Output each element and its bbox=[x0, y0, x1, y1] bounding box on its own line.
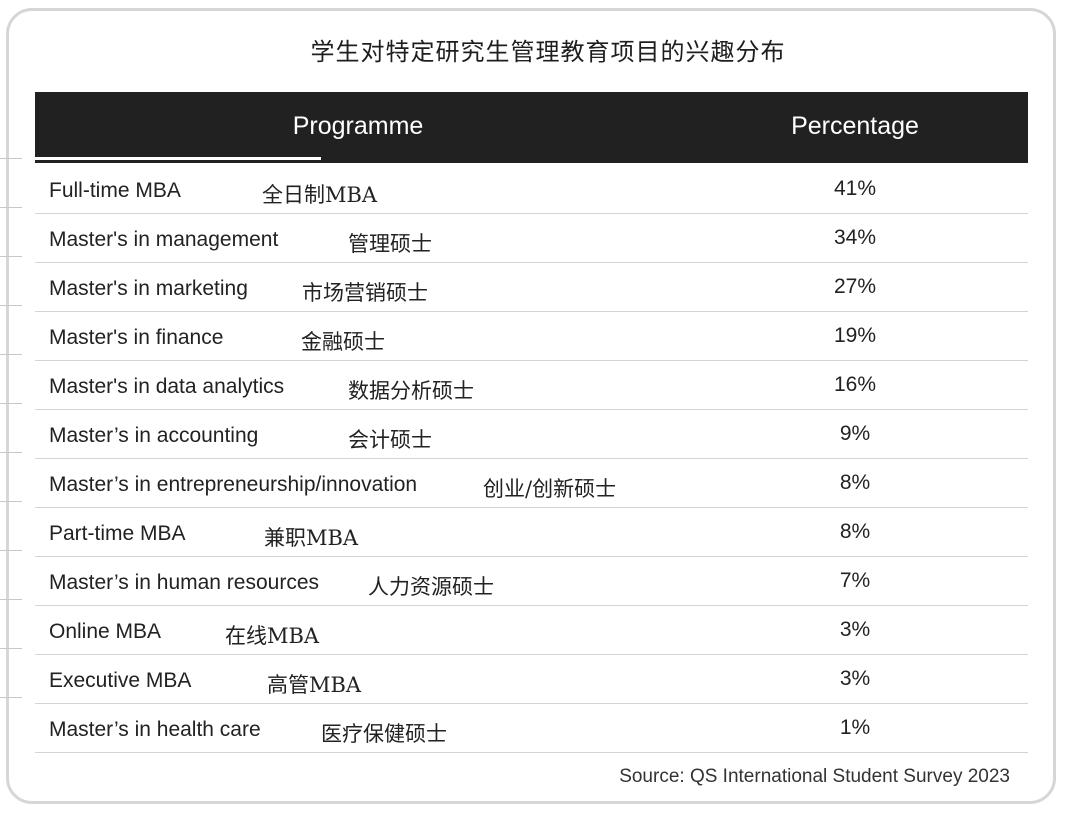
row-divider bbox=[35, 409, 1028, 410]
programme-name: Master’s in accounting bbox=[49, 424, 259, 447]
row-guide-tick bbox=[0, 697, 22, 698]
programme-name-zh: 金融硕士 bbox=[301, 330, 385, 354]
programme-name: Master's in marketing bbox=[49, 277, 248, 300]
row-guide-tick bbox=[0, 452, 22, 453]
row-guide-tick bbox=[0, 648, 22, 649]
row-guide-tick bbox=[0, 256, 22, 257]
row-divider bbox=[35, 213, 1028, 214]
programme-name-zh: 高管MBA bbox=[267, 673, 362, 697]
table-row: Executive MBA 高管MBA 3% bbox=[35, 655, 1028, 704]
programme-name-zh: 人力资源硕士 bbox=[368, 575, 494, 599]
percentage-value: 41% bbox=[833, 177, 877, 200]
table-title: 学生对特定研究生管理教育项目的兴趣分布 bbox=[310, 38, 786, 66]
table-row: Full-time MBA 全日制MBA 41% bbox=[35, 165, 1028, 214]
programme-name-zh: 全日制MBA bbox=[262, 183, 378, 207]
percentage-value: 3% bbox=[839, 618, 871, 641]
percentage-value: 3% bbox=[839, 667, 871, 690]
percentage-value: 19% bbox=[833, 324, 877, 347]
row-divider bbox=[35, 360, 1028, 361]
row-divider bbox=[35, 654, 1028, 655]
row-guide-tick bbox=[0, 403, 22, 404]
programme-name: Part-time MBA bbox=[49, 522, 186, 545]
table-row: Part-time MBA 兼职MBA 8% bbox=[35, 508, 1028, 557]
percentage-value: 27% bbox=[833, 275, 877, 298]
row-divider bbox=[35, 262, 1028, 263]
percentage-value: 8% bbox=[839, 520, 871, 543]
row-guide-tick bbox=[0, 158, 22, 159]
programme-name-zh: 市场营销硕士 bbox=[302, 281, 428, 305]
programme-name-zh: 管理硕士 bbox=[348, 232, 432, 256]
row-guide-tick bbox=[0, 305, 22, 306]
percentage-value: 8% bbox=[839, 471, 871, 494]
column-header-percentage: Percentage bbox=[791, 112, 919, 140]
table-row: Master’s in accounting 会计硕士 9% bbox=[35, 410, 1028, 459]
programme-name-zh: 医疗保健硕士 bbox=[321, 722, 447, 746]
programme-name: Master’s in health care bbox=[49, 718, 261, 741]
percentage-value: 7% bbox=[839, 569, 871, 592]
programme-name: Full-time MBA bbox=[49, 179, 181, 202]
row-divider bbox=[35, 458, 1028, 459]
programme-name: Master's in management bbox=[49, 228, 279, 251]
programme-name-zh: 会计硕士 bbox=[348, 428, 432, 452]
programme-name: Online MBA bbox=[49, 620, 162, 643]
table-header bbox=[35, 92, 1028, 163]
row-guide-tick bbox=[0, 354, 22, 355]
programme-name-zh: 在线MBA bbox=[225, 624, 320, 648]
programme-name: Executive MBA bbox=[49, 669, 192, 692]
table-row: Online MBA 在线MBA 3% bbox=[35, 606, 1028, 655]
row-guide-tick bbox=[0, 599, 22, 600]
programme-name-zh: 兼职MBA bbox=[264, 526, 359, 550]
percentage-value: 34% bbox=[833, 226, 877, 249]
row-divider bbox=[35, 556, 1028, 557]
source-note: Source: QS International Student Survey … bbox=[619, 766, 1010, 787]
row-divider bbox=[35, 752, 1028, 753]
table-row: Master's in marketing 市场营销硕士 27% bbox=[35, 263, 1028, 312]
table-row: Master's in data analytics 数据分析硕士 16% bbox=[35, 361, 1028, 410]
percentage-value: 9% bbox=[839, 422, 871, 445]
table-row: Master's in management 管理硕士 34% bbox=[35, 214, 1028, 263]
row-divider bbox=[35, 507, 1028, 508]
header-underline bbox=[35, 157, 321, 160]
percentage-value: 1% bbox=[839, 716, 871, 739]
row-guide-tick bbox=[0, 207, 22, 208]
column-header-programme: Programme bbox=[292, 112, 424, 140]
row-divider bbox=[35, 703, 1028, 704]
table-row: Master's in finance 金融硕士 19% bbox=[35, 312, 1028, 361]
programme-name-zh: 创业/创新硕士 bbox=[483, 477, 617, 501]
programme-name: Master's in finance bbox=[49, 326, 224, 349]
table-row: Master’s in human resources 人力资源硕士 7% bbox=[35, 557, 1028, 606]
row-divider bbox=[35, 605, 1028, 606]
percentage-value: 16% bbox=[833, 373, 877, 396]
programme-name: Master's in data analytics bbox=[49, 375, 285, 398]
programme-name: Master’s in human resources bbox=[49, 571, 320, 594]
row-guide-tick bbox=[0, 550, 22, 551]
row-divider bbox=[35, 311, 1028, 312]
row-guide-tick bbox=[0, 501, 22, 502]
table-row: Master’s in entrepreneurship/innovation 创… bbox=[35, 459, 1028, 508]
programme-name-zh: 数据分析硕士 bbox=[348, 379, 474, 403]
table-row: Master’s in health care 医疗保健硕士 1% bbox=[35, 704, 1028, 753]
programme-name: Master’s in entrepreneurship/innovation bbox=[49, 473, 418, 496]
